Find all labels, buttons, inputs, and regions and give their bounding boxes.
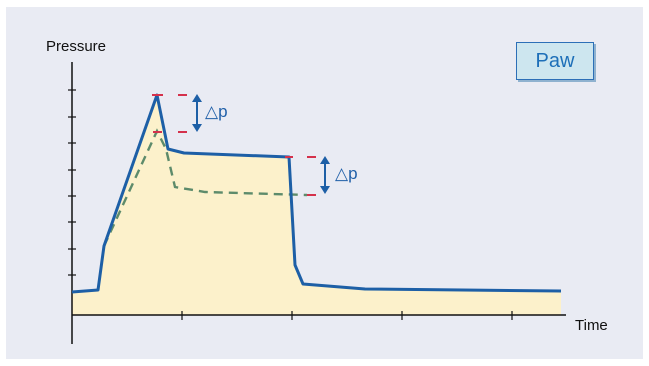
delta-label-top: △p <box>205 102 228 121</box>
pressure-area-fill <box>72 95 561 315</box>
x-axis-label: Time <box>575 317 608 334</box>
y-axis-label: Pressure <box>46 38 107 55</box>
paw-badge: Paw <box>516 42 594 80</box>
plateau-markers <box>285 156 316 196</box>
delta-label-right: △p <box>335 164 358 183</box>
delta-arrow-top <box>192 94 202 132</box>
peak-markers <box>152 94 187 133</box>
main-pressure-curve <box>71 93 562 294</box>
x-axis-ticks <box>181 311 513 320</box>
dashed-pressure-curve <box>102 128 308 247</box>
y-axis-ticks <box>68 89 76 276</box>
delta-arrow-right <box>320 156 330 194</box>
